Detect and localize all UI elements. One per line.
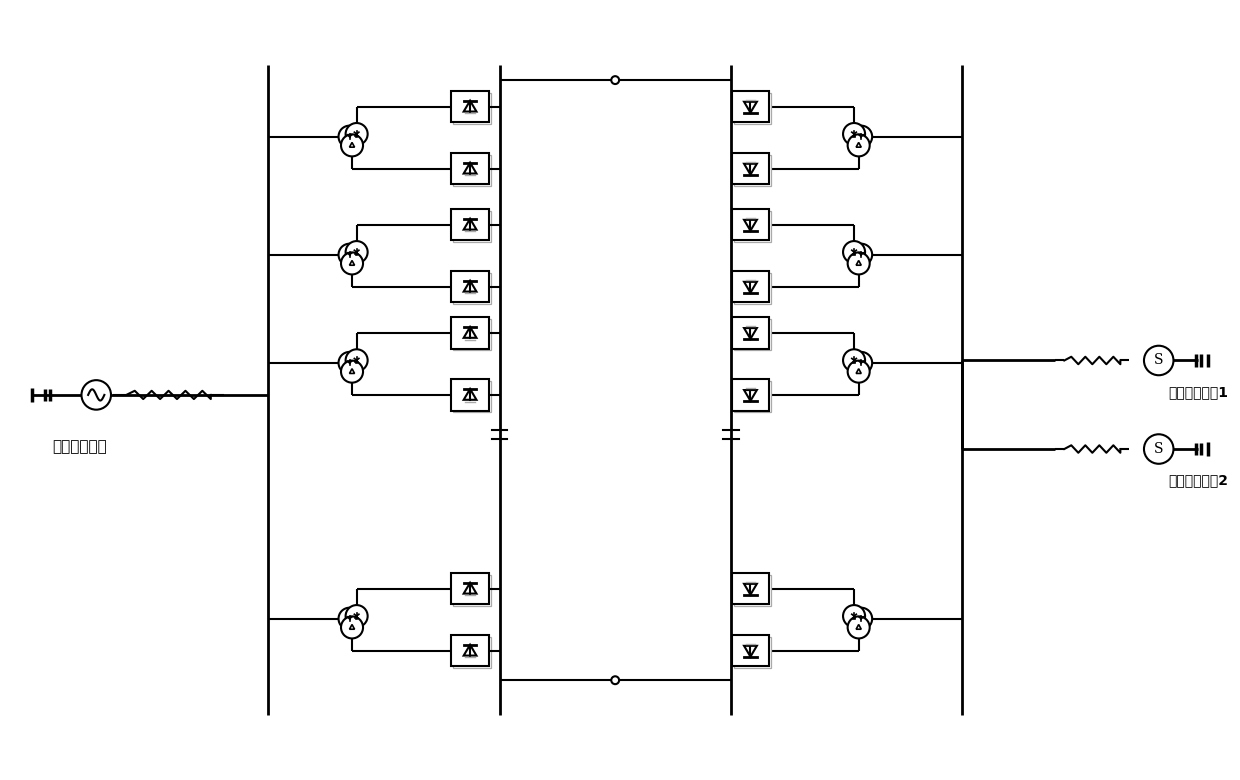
Bar — [451, 271, 489, 303]
Bar — [732, 209, 769, 240]
Polygon shape — [744, 328, 756, 339]
Text: S: S — [1154, 353, 1163, 367]
Polygon shape — [464, 583, 476, 594]
Bar — [732, 379, 769, 410]
Circle shape — [851, 352, 872, 374]
Bar — [451, 317, 489, 349]
Circle shape — [82, 380, 112, 410]
Circle shape — [611, 76, 619, 84]
Circle shape — [848, 134, 869, 156]
Bar — [734, 211, 771, 243]
Circle shape — [843, 123, 866, 145]
Bar — [453, 93, 491, 124]
Circle shape — [1145, 434, 1173, 464]
Circle shape — [848, 253, 869, 275]
Circle shape — [341, 253, 363, 275]
Polygon shape — [464, 101, 476, 112]
Bar — [451, 379, 489, 410]
Polygon shape — [464, 163, 476, 173]
Polygon shape — [744, 282, 756, 292]
Circle shape — [848, 360, 869, 383]
Bar — [734, 319, 771, 350]
Circle shape — [339, 126, 361, 147]
Polygon shape — [744, 584, 756, 594]
Polygon shape — [464, 218, 476, 229]
Bar — [732, 271, 769, 303]
Polygon shape — [464, 645, 476, 655]
Bar — [734, 273, 771, 304]
Text: 受端交流系统2: 受端交流系统2 — [1168, 473, 1229, 488]
Polygon shape — [464, 327, 476, 338]
Bar — [732, 573, 769, 604]
Polygon shape — [744, 646, 756, 657]
Bar — [734, 381, 771, 413]
Circle shape — [346, 605, 367, 627]
Bar — [453, 273, 491, 304]
Bar — [732, 635, 769, 666]
Circle shape — [843, 241, 866, 263]
Text: 受端交流系统1: 受端交流系统1 — [1168, 385, 1229, 399]
Bar — [734, 636, 771, 668]
Circle shape — [346, 123, 367, 145]
Circle shape — [843, 349, 866, 371]
Circle shape — [339, 352, 361, 374]
Bar — [453, 575, 491, 606]
Circle shape — [339, 243, 361, 266]
Polygon shape — [464, 389, 476, 400]
Bar — [453, 211, 491, 243]
Polygon shape — [744, 390, 756, 401]
Circle shape — [851, 126, 872, 147]
Circle shape — [341, 134, 363, 156]
Bar — [451, 91, 489, 122]
Circle shape — [1145, 346, 1173, 375]
Bar — [734, 575, 771, 606]
Circle shape — [851, 608, 872, 629]
Circle shape — [851, 243, 872, 266]
Polygon shape — [744, 102, 756, 112]
Circle shape — [339, 608, 361, 629]
Bar — [453, 319, 491, 350]
Circle shape — [843, 605, 866, 627]
Polygon shape — [744, 220, 756, 231]
Polygon shape — [464, 281, 476, 292]
Text: S: S — [1154, 442, 1163, 456]
Bar — [734, 93, 771, 124]
Bar — [732, 317, 769, 349]
Circle shape — [346, 349, 367, 371]
Bar — [451, 573, 489, 604]
Circle shape — [346, 241, 367, 263]
Bar — [451, 209, 489, 240]
Circle shape — [341, 360, 363, 383]
Bar — [453, 636, 491, 668]
Bar — [453, 381, 491, 413]
Bar — [734, 154, 771, 186]
Polygon shape — [744, 164, 756, 175]
Bar — [451, 153, 489, 184]
Bar — [732, 91, 769, 122]
Text: 送端交流系统: 送端交流系统 — [52, 439, 107, 454]
Circle shape — [341, 616, 363, 639]
Circle shape — [611, 676, 619, 684]
Circle shape — [848, 616, 869, 639]
Bar — [453, 154, 491, 186]
Bar — [451, 635, 489, 666]
Bar — [732, 153, 769, 184]
